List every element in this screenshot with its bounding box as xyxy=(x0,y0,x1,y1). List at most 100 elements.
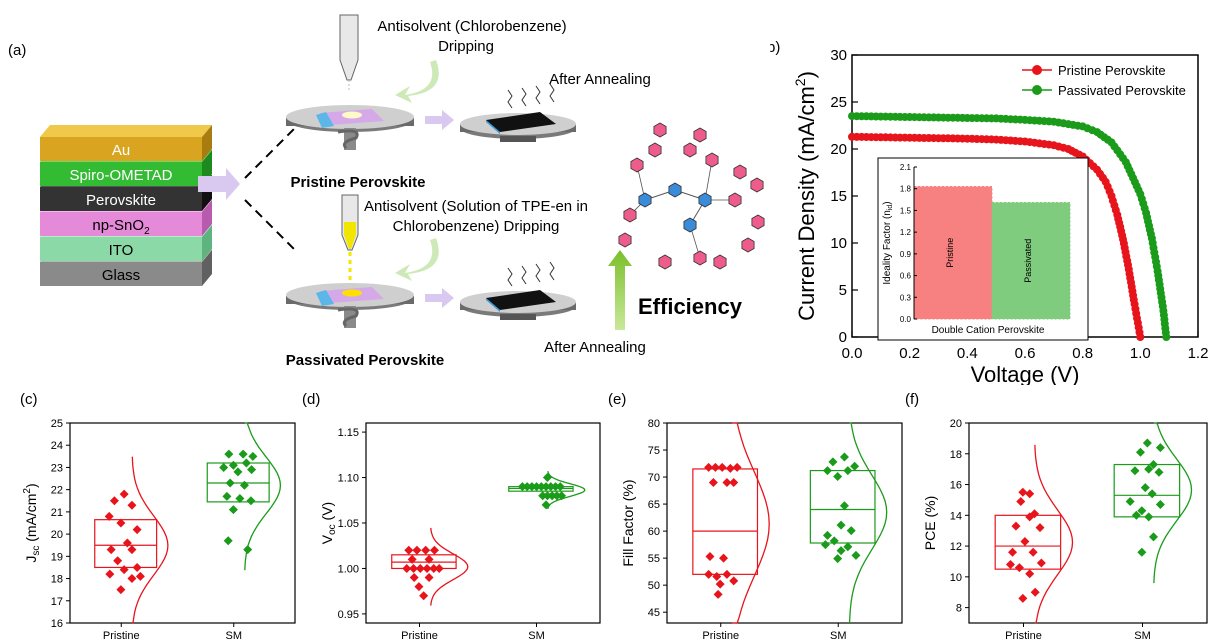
inset-y-tick-label: 0.6 xyxy=(900,272,912,281)
data-point xyxy=(712,572,722,582)
panel-d: (d) 0.95 1.00 1.05 1.10 1.15 Voc (V) Pristine S… xyxy=(300,385,605,640)
y-tick-label: 1.00 xyxy=(338,563,359,575)
data-point xyxy=(722,477,732,487)
panel-f-label: (f) xyxy=(905,391,919,408)
data-point xyxy=(228,460,238,470)
molecule-phenyl-ring xyxy=(683,142,697,158)
y-tick-label: 17 xyxy=(51,596,63,608)
data-point xyxy=(1018,593,1028,603)
inset-y-axis-title: Ideality Factor (nid) xyxy=(882,201,894,284)
molecule-phenyl-ring xyxy=(693,127,707,143)
data-point xyxy=(555,482,565,492)
device-layer-stack: Glass ITO np-SnO2 Perovskite Spiro-OMETA… xyxy=(40,125,212,286)
data-point xyxy=(1149,532,1159,542)
data-point xyxy=(541,500,551,510)
process-arrow-bottom xyxy=(425,288,454,308)
data-point xyxy=(119,489,129,499)
passivated-perovskite-label: Passivated Perovskite xyxy=(286,352,444,369)
plot-frame xyxy=(365,422,601,624)
x-category-label: SM xyxy=(226,630,243,640)
y-tick-label: 75 xyxy=(648,445,660,457)
annealed-substrate-top xyxy=(460,83,576,142)
data-point xyxy=(225,478,235,488)
y-tick-label: 0 xyxy=(839,329,847,346)
data-point xyxy=(132,525,142,535)
legend-label: Pristine Perovskite xyxy=(1058,63,1166,78)
layer-label-perovskite: Perovskite xyxy=(86,192,156,209)
pristine-perovskite-label: Pristine Perovskite xyxy=(290,174,425,191)
data-point xyxy=(1025,489,1035,499)
data-point xyxy=(109,496,119,506)
data-point xyxy=(402,563,412,573)
data-point xyxy=(233,467,243,477)
data-point xyxy=(715,579,725,589)
data-point xyxy=(836,546,846,556)
layer-au: Au xyxy=(40,125,212,161)
y-axis-title: Current Density (mA/cm2) xyxy=(792,71,819,321)
layer-label-sno2: np-SnO2 xyxy=(92,217,150,237)
plot-frame xyxy=(69,422,296,624)
data-point xyxy=(710,462,720,472)
y-tick-label: 20 xyxy=(950,418,962,430)
after-annealing-bottom: After Annealing xyxy=(544,339,646,356)
y-tick-label: 14 xyxy=(950,510,962,522)
y-tick-label: 45 xyxy=(648,607,660,619)
data-point xyxy=(105,569,115,579)
y-tick-label: 21 xyxy=(51,507,63,519)
data-point xyxy=(246,496,256,506)
data-point xyxy=(1018,487,1028,497)
data-point xyxy=(1014,563,1024,573)
data-point xyxy=(248,451,258,461)
inset-y-tick-label: 1.5 xyxy=(900,206,912,215)
y-tick-label: 50 xyxy=(648,580,660,592)
y-tick-label: 60 xyxy=(648,526,660,538)
data-point xyxy=(1162,333,1171,341)
y-tick-label: 25 xyxy=(830,94,847,111)
inset-x-axis-title: Double Cation Perovskite xyxy=(932,325,1045,336)
legend-label: Passivated Perovskite xyxy=(1058,83,1186,98)
data-point xyxy=(822,466,832,476)
data-point xyxy=(828,457,838,467)
pipette-bottom xyxy=(341,194,359,280)
layer-label-spiro: Spiro-OMETAD xyxy=(69,167,172,184)
inset-bar-label: Passivated xyxy=(1023,239,1033,283)
data-point xyxy=(127,574,137,584)
data-point xyxy=(839,501,849,511)
after-annealing-top: After Annealing xyxy=(549,71,651,88)
data-point xyxy=(1036,558,1046,568)
distribution-curve xyxy=(547,470,586,510)
y-tick-label: 25 xyxy=(51,418,63,430)
data-point xyxy=(228,505,238,515)
data-point xyxy=(1035,523,1045,533)
data-point xyxy=(843,466,853,476)
x-tick-label: 1.0 xyxy=(1130,345,1151,362)
data-point xyxy=(542,473,552,483)
data-point xyxy=(1130,466,1140,476)
data-point xyxy=(1155,500,1165,510)
data-point xyxy=(422,563,432,573)
y-tick-label: 8 xyxy=(956,603,962,615)
data-point xyxy=(833,472,843,482)
efficiency-up-arrow xyxy=(608,250,632,330)
data-point xyxy=(119,565,129,575)
data-point xyxy=(239,480,249,490)
data-point xyxy=(1142,438,1152,448)
data-point xyxy=(1125,496,1135,506)
x-axis-title: Voltage (V) xyxy=(971,362,1080,385)
molecule-phenyl-ring xyxy=(751,214,765,230)
stack-arrow xyxy=(198,168,240,200)
data-point xyxy=(1011,521,1021,531)
plot-frame xyxy=(968,422,1208,624)
inset-y-tick-label: 0.3 xyxy=(900,293,912,302)
y-tick-label: 16 xyxy=(950,480,962,492)
distribution-curve xyxy=(1153,422,1193,584)
box-sm xyxy=(1113,463,1181,518)
data-point xyxy=(1025,512,1035,522)
curved-arrow-top xyxy=(395,60,439,103)
data-point xyxy=(1144,512,1154,522)
data-point xyxy=(409,563,419,573)
antisolvent-bottom-line1: Antisolvent (Solution of TPE-en in xyxy=(364,198,588,215)
y-tick-label: 18 xyxy=(51,574,63,586)
data-point xyxy=(421,545,431,555)
data-point xyxy=(851,550,861,560)
